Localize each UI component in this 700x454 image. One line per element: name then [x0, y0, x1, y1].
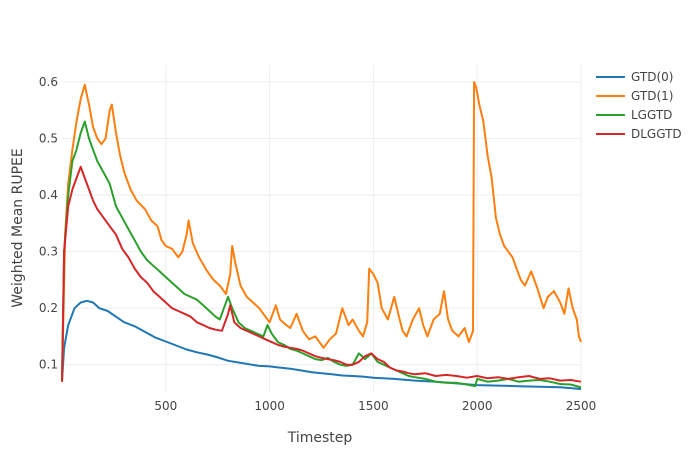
series-lines [61, 81, 582, 390]
y-tick-label: 0.1 [39, 358, 58, 372]
legend-item[interactable]: GTD(1) [596, 89, 673, 103]
y-axis-ticks: 0.1 0.2 0.3 0.4 0.5 0.6 [39, 75, 58, 372]
legend-item[interactable]: GTD(0) [596, 70, 673, 84]
legend-label: GTD(0) [631, 70, 673, 84]
x-tick-label: 2000 [462, 399, 493, 413]
y-axis-title: Weighted Mean RUPEE [10, 148, 26, 307]
y-tick-label: 0.2 [39, 301, 58, 315]
series-line-gtd-1 [61, 81, 582, 382]
series-line-dlggtd [61, 165, 582, 383]
x-tick-label: 1000 [254, 399, 285, 413]
legend[interactable]: GTD(0) GTD(1) LGGTD DLGGTD [596, 70, 682, 141]
y-tick-label: 0.3 [39, 245, 58, 259]
x-axis-ticks: 500 1000 1500 2000 2500 [154, 399, 596, 413]
y-tick-label: 0.4 [39, 188, 58, 202]
x-tick-label: 2500 [566, 399, 597, 413]
legend-item[interactable]: DLGGTD [596, 127, 682, 141]
x-tick-label: 500 [154, 399, 177, 413]
legend-item[interactable]: LGGTD [596, 108, 672, 122]
x-axis-title: Timestep [287, 430, 353, 446]
legend-label: GTD(1) [631, 89, 673, 103]
series-line-lggtd [61, 120, 582, 389]
legend-label: LGGTD [631, 108, 672, 122]
y-tick-label: 0.5 [39, 132, 58, 146]
y-tick-label: 0.6 [39, 75, 58, 89]
legend-label: DLGGTD [631, 127, 682, 141]
x-tick-label: 1500 [358, 399, 389, 413]
series-line-gtd-0 [61, 299, 582, 390]
